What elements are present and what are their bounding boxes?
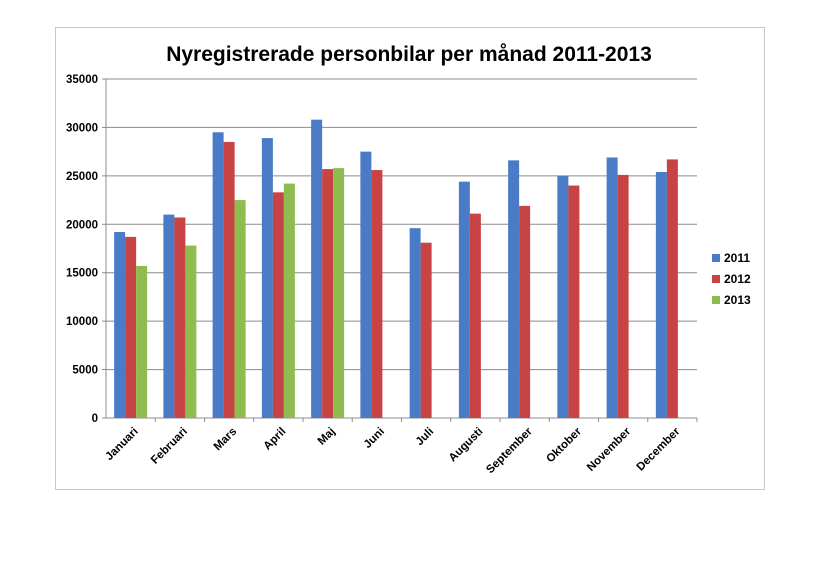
- x-tick-label: Juli: [414, 426, 436, 448]
- y-tick-label: 35000: [66, 74, 98, 86]
- bar-2013-mars: [234, 200, 246, 418]
- bar-2012-juni: [371, 170, 383, 418]
- bar-2011-mars: [212, 132, 224, 418]
- bar-2012-december: [666, 159, 678, 419]
- bar-2013-maj: [333, 168, 345, 418]
- x-tick-label: Februari: [149, 426, 190, 467]
- bar-2011-juni: [360, 151, 372, 418]
- legend-swatch-2011: [712, 254, 720, 262]
- bar-2011-oktober: [557, 175, 569, 418]
- bar-2012-april: [272, 192, 284, 418]
- x-tick-label: November: [585, 425, 634, 474]
- bar-2012-maj: [322, 169, 334, 418]
- legend-swatch-2013: [712, 296, 720, 304]
- chart-title: Nyregistrerade personbilar per månad 201…: [166, 43, 652, 66]
- x-tick-label: Maj: [316, 426, 338, 448]
- x-tick-label: Juni: [362, 426, 387, 451]
- bar-2011-augusti: [458, 181, 470, 418]
- bar-2012-januari: [125, 236, 137, 418]
- bar-2011-april: [261, 138, 273, 418]
- legend-label-2012: 2012: [724, 272, 751, 286]
- legend-swatch-2012: [712, 275, 720, 283]
- bar-2012-augusti: [469, 213, 481, 418]
- y-tick-label: 30000: [66, 122, 98, 134]
- y-tick-label: 25000: [66, 171, 98, 183]
- bar-2011-juli: [409, 228, 421, 418]
- bar-2013-januari: [136, 265, 148, 418]
- x-tick-label: Mars: [212, 426, 239, 453]
- bar-2012-mars: [223, 141, 235, 418]
- bar-2011-september: [508, 160, 520, 419]
- x-tick-label: Januari: [103, 426, 140, 463]
- x-tick-label: April: [261, 426, 288, 453]
- bar-2013-april: [283, 183, 295, 418]
- bar-2011-februari: [163, 214, 175, 418]
- bar-2012-oktober: [568, 185, 580, 418]
- x-tick-label: Augusti: [447, 426, 486, 465]
- chart-svg: Nyregistrerade personbilar per månad 201…: [66, 43, 751, 476]
- x-tick-label: December: [635, 425, 683, 473]
- bar-2011-maj: [311, 119, 323, 419]
- legend-label-2013: 2013: [724, 293, 751, 307]
- chart-frame: Nyregistrerade personbilar per månad 201…: [55, 27, 765, 490]
- bar-2011-januari: [114, 232, 126, 418]
- legend-label-2011: 2011: [724, 251, 750, 265]
- bar-2012-november: [617, 174, 629, 418]
- bar-2012-juli: [420, 242, 432, 418]
- bar-2012-september: [519, 205, 531, 418]
- y-tick-label: 15000: [66, 268, 98, 280]
- bar-2013-februari: [185, 245, 197, 418]
- y-tick-label: 5000: [72, 365, 98, 377]
- bar-2011-december: [655, 171, 667, 418]
- x-tick-label: September: [484, 425, 535, 476]
- y-tick-label: 0: [92, 413, 98, 425]
- y-tick-label: 10000: [66, 316, 98, 328]
- bar-2011-november: [606, 157, 618, 418]
- bar-2012-februari: [174, 217, 186, 418]
- y-tick-label: 20000: [66, 219, 98, 231]
- x-tick-label: Oktober: [544, 425, 584, 465]
